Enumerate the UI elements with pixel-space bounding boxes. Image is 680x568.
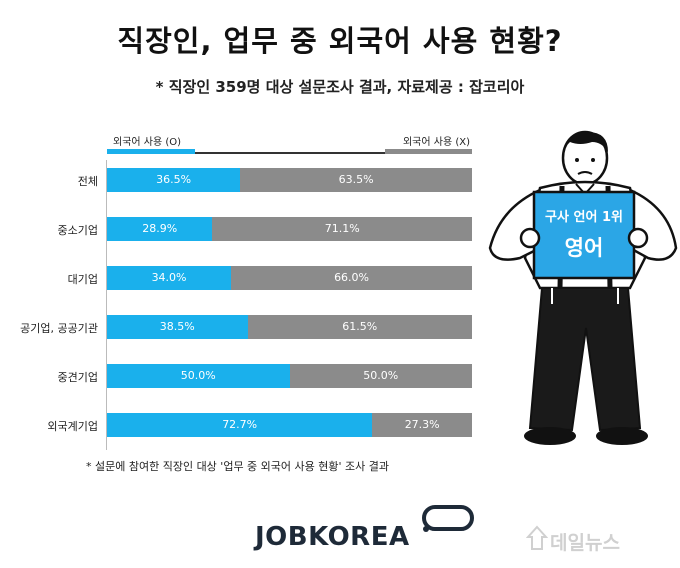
bar-value-label: 38.5% [159,320,195,333]
bar-value-label: 71.1% [324,222,360,235]
bar-value-label: 66.0% [334,271,370,284]
bar-value-label: 50.0% [180,369,216,382]
bar-segment-use [107,266,232,290]
category-label: 외국계기업 [47,420,98,433]
bar-segment-not-use [289,364,472,388]
watermark-text: 데일뉴스 [550,532,620,554]
bar-segment-use [107,168,241,192]
category-label: 전체 [77,175,98,188]
sign-text-line2: 영어 [564,236,604,260]
bar-segment-not-use [212,217,472,241]
category-label: 중소기업 [57,224,98,237]
legend-not-use-swatch [385,149,472,154]
legend-use: 외국어 사용 (O) [113,137,182,148]
legend-use-swatch [107,149,195,154]
bar-value-label: 50.0% [363,369,399,382]
sign-text-line1: 구사 언어 1위 [545,210,623,225]
bar-segment-use [107,413,373,437]
bar-value-label: 63.5% [338,173,374,186]
category-label: 중견기업 [57,371,98,384]
bar-value-label: 36.5% [156,173,192,186]
jobkorea-logo: JOBKOREA [255,522,410,552]
chart-subtitle: * 직장인 359명 대상 설문조사 결과, 자료제공 : 잡코리아 [155,78,525,96]
bar-segment-not-use [247,315,472,339]
bar-segment-not-use [372,413,472,437]
category-label: 공기업, 공공기관 [20,322,98,335]
bar-segment-use [107,315,248,339]
bar-value-label: 27.3% [404,418,440,431]
bar-value-label: 72.7% [222,418,258,431]
bar-segment-use [107,364,290,388]
bar-value-label: 61.5% [342,320,378,333]
category-label: 대기업 [67,273,98,286]
watermark-icon [526,525,548,550]
legend-divider [107,152,472,154]
bar-value-label: 34.0% [151,271,187,284]
bar-segment-not-use [231,266,472,290]
bar-segment-not-use [240,168,472,192]
bar-value-label: 28.9% [142,222,178,235]
legend-not-use: 외국어 사용 (X) [402,137,470,148]
footnote: * 설문에 참여한 직장인 대상 '업무 중 외국어 사용 현황' 조사 결과 [86,460,390,473]
chart-title: 직장인, 업무 중 외국어 사용 현황? [117,24,563,58]
bar-segment-use [107,217,213,241]
man-holding-sign-illustration [488,130,678,445]
jobkorea-logo-mark [422,505,474,532]
category-axis [106,160,107,450]
